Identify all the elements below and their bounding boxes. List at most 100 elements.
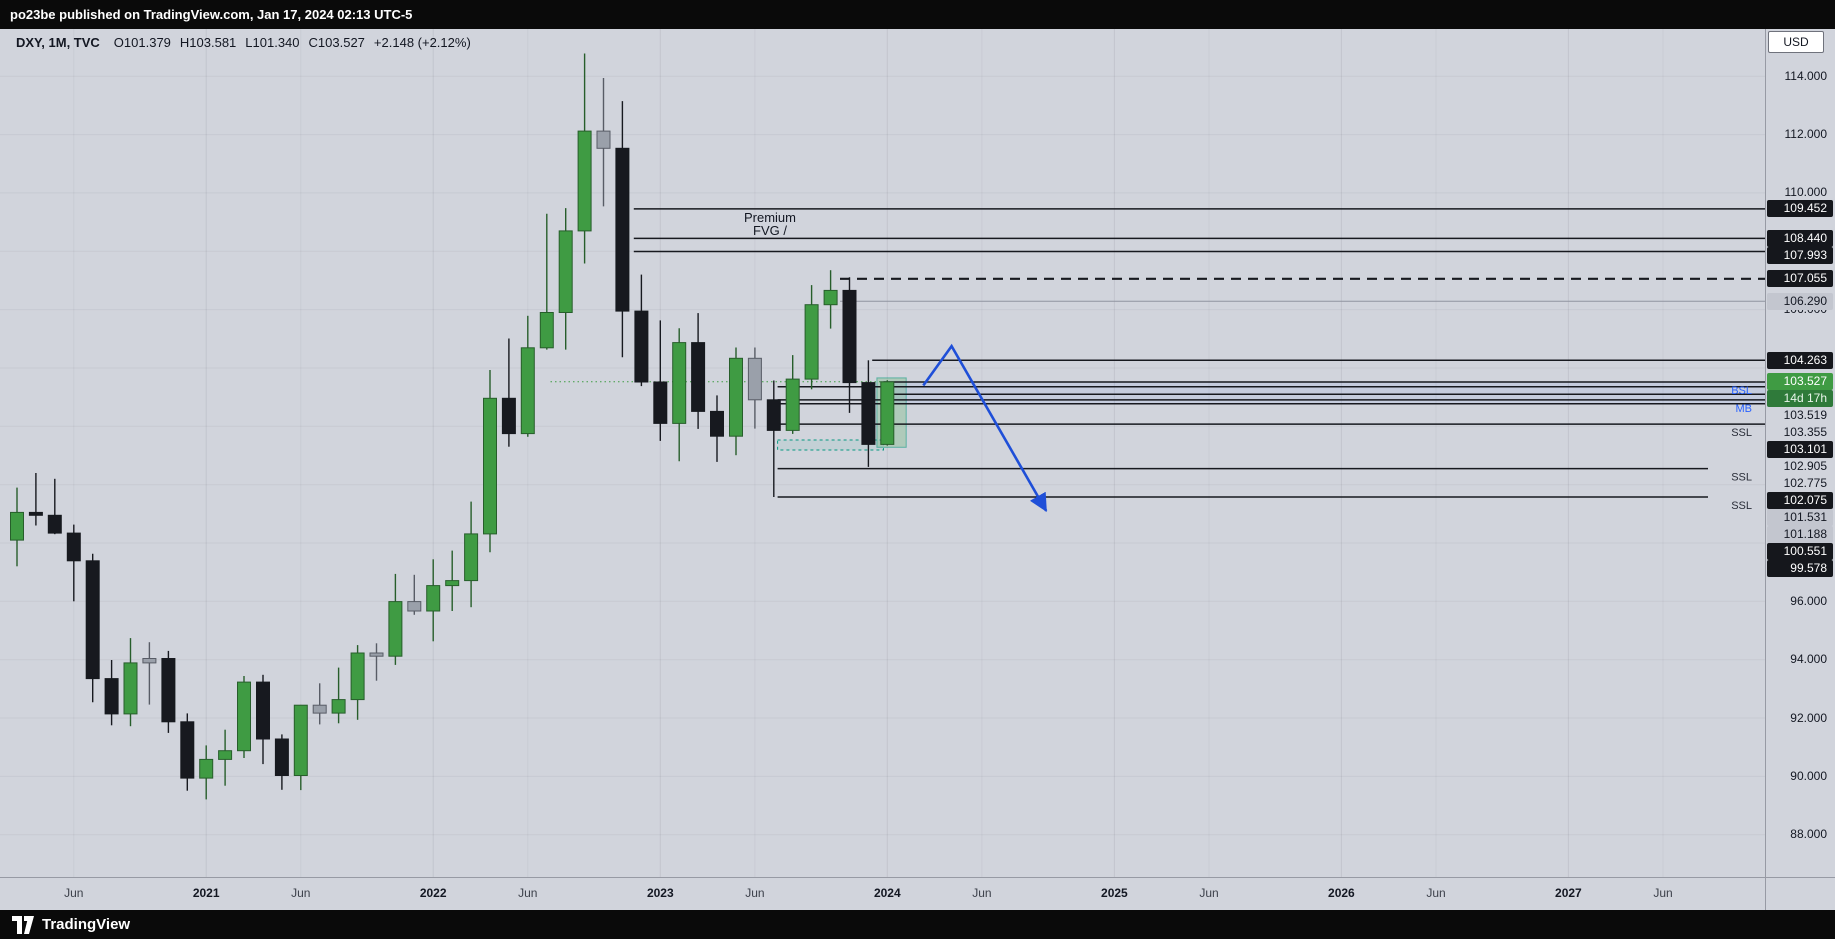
premium-fvg-label[interactable]: Premium FVG / — [744, 210, 796, 238]
candle-2022-07 — [539, 213, 554, 350]
price-level-badge: 99.578 — [1767, 560, 1833, 578]
price-level-badge: 107.055 — [1767, 270, 1833, 288]
zones-layer — [777, 377, 1765, 451]
candle-2021-07 — [312, 683, 327, 725]
candles-layer — [10, 53, 895, 800]
symbol-title: DXY, 1M, TVC — [16, 35, 100, 50]
candle-2020-12 — [180, 713, 195, 791]
tradingview-logo-icon — [12, 915, 34, 934]
axis-gridline-label: 110.000 — [1784, 185, 1828, 200]
currency-button[interactable]: USD — [1768, 31, 1824, 53]
candle-2021-04 — [256, 674, 270, 765]
axis-gridline-label: 90.000 — [1790, 768, 1827, 783]
candle-2022-08 — [558, 208, 573, 350]
price-level-badge: 103.519 — [1783, 408, 1827, 423]
candle-2020-10 — [142, 642, 157, 705]
gridlines-layer — [0, 29, 1765, 877]
time-axis-month-label: Jun — [291, 886, 311, 900]
time-axis-year-label: 2027 — [1555, 886, 1582, 900]
symbol-info-row: DXY, 1M, TVC O101.379 H103.581 L101.340 … — [16, 35, 480, 50]
candle-2021-09 — [350, 645, 365, 720]
time-axis-year-label: 2025 — [1101, 886, 1128, 900]
demand-box-dashed[interactable] — [777, 439, 884, 451]
candle-2023-10 — [823, 270, 838, 329]
candle-2023-04 — [710, 395, 724, 462]
publish-info: po23be published on TradingView.com, Jan… — [10, 7, 413, 22]
axis-gridline-label: 114.000 — [1784, 68, 1828, 83]
candle-2020-11 — [161, 650, 176, 733]
candle-2022-09 — [577, 53, 592, 264]
price-level-badge: 104.263 — [1767, 351, 1833, 369]
price-level-badge: 100.551 — [1767, 543, 1833, 561]
time-axis-month-label: Jun — [745, 886, 765, 900]
candle-2023-01 — [653, 320, 668, 441]
price-levels-layer — [633, 208, 1765, 498]
price-level-badge: 103.355 — [1783, 425, 1827, 440]
candle-2023-06 — [747, 347, 762, 429]
time-axis-month-label: Jun — [518, 886, 538, 900]
time-axis-year-label: 2021 — [192, 886, 220, 900]
candle-2022-05 — [501, 338, 516, 447]
brand-name: TradingView — [42, 916, 131, 933]
time-axis-month-label: Jun — [1426, 886, 1446, 900]
candle-2020-06 — [66, 524, 81, 602]
candle-2020-07 — [85, 553, 100, 703]
price-axis[interactable]: USD 114.000112.000110.000106.00096.00094… — [1765, 29, 1835, 877]
axis-gridline-label: 94.000 — [1790, 652, 1827, 667]
candle-2021-03 — [237, 676, 251, 758]
candle-2020-04 — [28, 473, 43, 526]
candle-2023-08 — [785, 355, 800, 434]
price-level-badge: 107.993 — [1767, 246, 1833, 264]
candle-2022-03 — [464, 501, 479, 608]
ohlc-low: L101.340 — [245, 35, 300, 50]
time-axis-year-label: 2026 — [1328, 886, 1355, 900]
price-level-badge: 102.905 — [1783, 459, 1827, 474]
candle-2021-02 — [218, 729, 233, 786]
ohlc-close: C103.527 — [308, 35, 365, 50]
liquidity-tag-mb: MB — [1736, 403, 1753, 415]
candle-2022-10 — [596, 78, 611, 207]
price-chart-plot[interactable]: BSL MB SSL SSL SSL Premium FVG / — [0, 29, 1765, 877]
axis-gridline-label: 92.000 — [1790, 710, 1827, 725]
candle-2020-03 — [10, 487, 24, 567]
candle-2022-06 — [520, 315, 535, 437]
candle-2021-06 — [293, 704, 308, 791]
price-level-badge: 102.775 — [1783, 476, 1827, 491]
candle-2022-12 — [634, 274, 649, 387]
candle-2022-02 — [445, 550, 460, 611]
candle-2022-04 — [483, 370, 497, 553]
candle-2023-09 — [804, 285, 819, 390]
time-axis[interactable]: Jun 2021 Jun 2022 Jun 2023 Jun 2024 Jun 2025 Jun 20… — [0, 877, 1835, 910]
candle-2023-12 — [861, 360, 876, 467]
candle-2023-05 — [729, 347, 743, 456]
ohlc-open: O101.379 — [113, 35, 171, 50]
projection-arrow-drawing[interactable] — [922, 343, 1048, 513]
time-axis-month-label: Jun — [972, 886, 992, 900]
candle-2022-01 — [426, 559, 441, 642]
price-level-badge: 109.452 — [1767, 200, 1833, 218]
candle-2023-07 — [766, 380, 781, 497]
price-level-badge: 102.075 — [1767, 492, 1833, 510]
countdown-badge: 14d 17h — [1767, 390, 1833, 408]
candle-2020-09 — [123, 638, 138, 727]
axis-gridline-label: 96.000 — [1790, 593, 1827, 608]
candle-2021-10 — [369, 643, 384, 681]
liquidity-tag-bsl: BSL — [1731, 385, 1752, 397]
current-price-badge: 103.527 — [1767, 373, 1833, 391]
axis-separator-horizontal — [0, 877, 1835, 878]
time-axis-month-label: Jun — [1199, 886, 1219, 900]
axis-gridline-label: 112.000 — [1784, 127, 1828, 142]
candle-2023-03 — [691, 313, 706, 429]
time-axis-year-label: 2023 — [646, 886, 674, 900]
liquidity-tag-ssl: SSL — [1731, 500, 1752, 512]
publish-bar: po23be published on TradingView.com, Jan… — [0, 0, 1835, 29]
time-axis-year-label: 2022 — [419, 886, 447, 900]
price-level-badge: 101.188 — [1767, 526, 1833, 544]
price-level-badge: 101.531 — [1767, 509, 1833, 527]
liquidity-tag-ssl: SSL — [1731, 427, 1752, 439]
candle-2021-11 — [388, 573, 403, 665]
change-value: +2.148 (+2.12%) — [373, 35, 471, 50]
footer-bar: TradingView — [0, 910, 1835, 939]
axis-gridline-label: 88.000 — [1790, 827, 1827, 842]
